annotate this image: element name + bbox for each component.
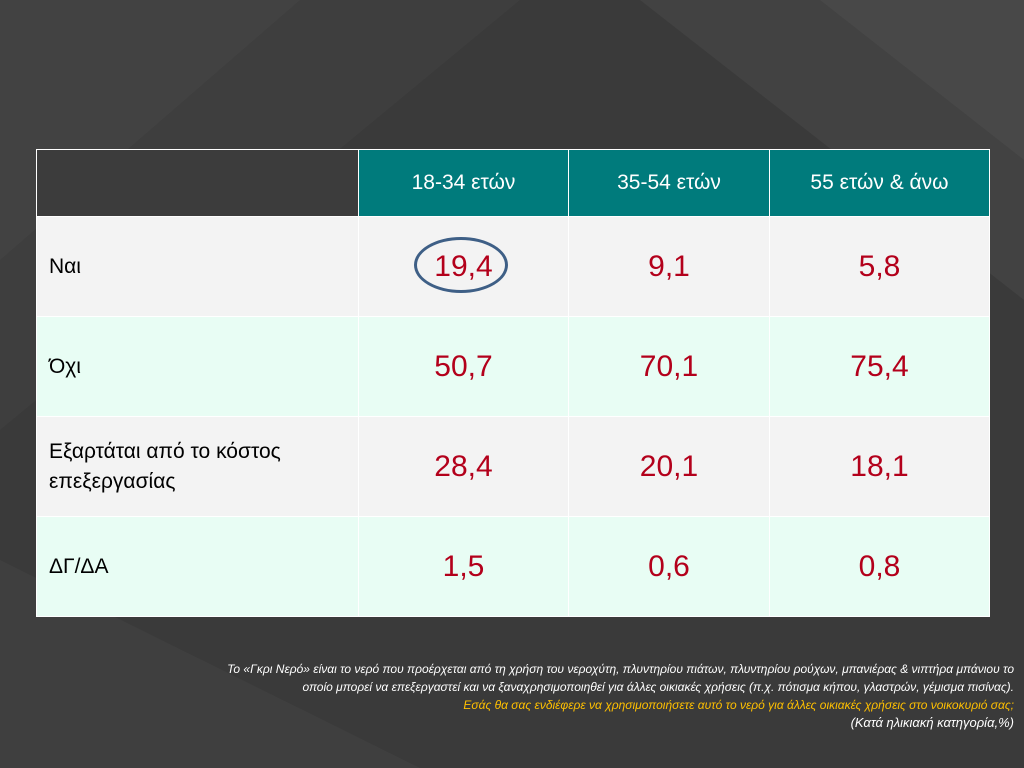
value-text: 0,8 <box>858 549 901 583</box>
highlight-circle <box>413 236 508 293</box>
value-text: 1,5 <box>442 549 485 583</box>
table-row-dk-na: ΔΓ/ΔΑ 1,5 0,6 0,8 <box>36 516 990 617</box>
value-text: 70,1 <box>639 349 699 383</box>
row-label-yes: Ναι <box>36 216 359 317</box>
table-row-depends: Εξαρτάται από το κόστος επεξεργασίας 28,… <box>36 416 990 517</box>
column-header-18-34: 18-34 ετών <box>358 149 569 217</box>
value-text: 28,4 <box>434 449 493 483</box>
value-dk-na-35-54: 0,6 <box>568 516 770 617</box>
table-row-no: Όχι 50,7 70,1 75,4 <box>36 316 990 417</box>
value-text: 9,1 <box>648 249 690 283</box>
value-text: 75,4 <box>850 349 909 383</box>
table-corner-cell <box>36 149 359 217</box>
column-header-35-54: 35-54 ετών <box>568 149 770 217</box>
value-depends-18-34: 28,4 <box>358 416 569 517</box>
value-no-18-34: 50,7 <box>358 316 569 417</box>
survey-question: Εσάς θα σας ενδιέφερε να χρησιμοποιήσετε… <box>463 698 1014 712</box>
row-label-no: Όχι <box>36 316 359 417</box>
results-table-container: 18-34 ετών 35-54 ετών 55 ετών & άνω Ναι … <box>36 149 990 619</box>
value-yes-18-34: 19,4 <box>358 216 569 317</box>
footnote-subtitle: (Κατά ηλικιακή κατηγορία,%) <box>850 715 1014 730</box>
value-no-35-54: 70,1 <box>568 316 770 417</box>
value-text: 5,8 <box>858 249 901 283</box>
value-yes-55-plus: 5,8 <box>769 216 990 317</box>
value-dk-na-18-34: 1,5 <box>358 516 569 617</box>
value-text: 0,6 <box>648 549 690 583</box>
value-yes-35-54: 9,1 <box>568 216 770 317</box>
value-depends-35-54: 20,1 <box>568 416 770 517</box>
value-text: 19,4 <box>434 249 493 283</box>
row-label-dk-na: ΔΓ/ΔΑ <box>36 516 359 617</box>
value-text: 18,1 <box>850 449 909 483</box>
value-dk-na-55-plus: 0,8 <box>769 516 990 617</box>
table-row-yes: Ναι 19,4 9,1 5,8 <box>36 216 990 317</box>
footnote-definition-line-1: Το «Γκρι Νερό» είναι το νερό που προέρχε… <box>227 662 1014 676</box>
value-no-55-plus: 75,4 <box>769 316 990 417</box>
value-text: 20,1 <box>639 449 699 483</box>
results-table: 18-34 ετών 35-54 ετών 55 ετών & άνω Ναι … <box>36 149 990 617</box>
row-label-depends: Εξαρτάται από το κόστος επεξεργασίας <box>36 416 359 517</box>
footnote-definition-line-2: οποίο μπορεί να επεξεργαστεί και να ξανα… <box>302 680 1014 694</box>
footnote: Το «Γκρι Νερό» είναι το νερό που προέρχε… <box>20 660 1014 732</box>
table-header-row: 18-34 ετών 35-54 ετών 55 ετών & άνω <box>36 149 990 217</box>
value-text: 50,7 <box>434 349 493 383</box>
value-depends-55-plus: 18,1 <box>769 416 990 517</box>
column-header-55-plus: 55 ετών & άνω <box>769 149 990 217</box>
